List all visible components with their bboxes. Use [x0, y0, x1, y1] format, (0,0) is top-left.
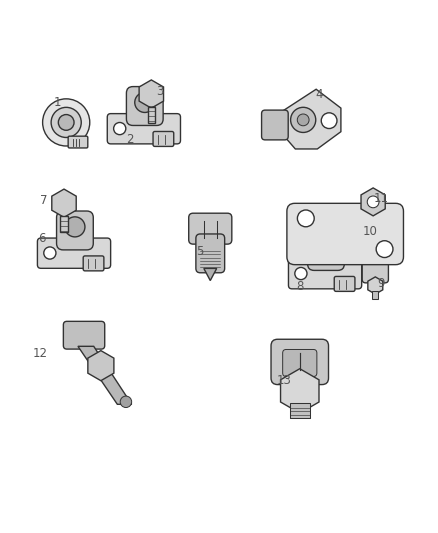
Text: 7: 7 [40, 193, 47, 207]
FancyBboxPatch shape [37, 238, 111, 268]
FancyBboxPatch shape [289, 259, 362, 289]
Text: 13: 13 [276, 374, 291, 387]
Text: 6: 6 [39, 232, 46, 245]
FancyBboxPatch shape [127, 86, 163, 125]
Text: 3: 3 [156, 85, 164, 99]
FancyBboxPatch shape [189, 213, 232, 244]
Circle shape [65, 217, 85, 237]
FancyBboxPatch shape [287, 203, 403, 265]
Polygon shape [52, 189, 76, 217]
Circle shape [120, 396, 132, 408]
FancyBboxPatch shape [64, 321, 105, 349]
Circle shape [367, 196, 379, 208]
Polygon shape [78, 346, 132, 405]
Circle shape [295, 268, 307, 280]
FancyBboxPatch shape [107, 114, 180, 144]
FancyBboxPatch shape [334, 277, 355, 292]
Bar [372, 291, 378, 300]
Text: 5: 5 [196, 245, 203, 258]
Polygon shape [204, 269, 217, 280]
Polygon shape [281, 369, 319, 413]
Circle shape [42, 99, 90, 146]
Polygon shape [368, 277, 383, 294]
Circle shape [376, 241, 393, 257]
FancyBboxPatch shape [283, 350, 317, 376]
Polygon shape [277, 89, 341, 149]
Polygon shape [139, 80, 163, 108]
Circle shape [316, 237, 336, 257]
Circle shape [297, 210, 314, 227]
FancyBboxPatch shape [68, 136, 88, 148]
FancyBboxPatch shape [153, 132, 174, 147]
Text: 9: 9 [377, 278, 384, 290]
Bar [290, 403, 310, 418]
FancyBboxPatch shape [271, 340, 328, 385]
Bar [148, 107, 155, 123]
Circle shape [113, 123, 126, 135]
FancyBboxPatch shape [362, 257, 389, 283]
FancyBboxPatch shape [57, 211, 93, 250]
Circle shape [135, 92, 155, 112]
Circle shape [58, 115, 74, 130]
Text: 4: 4 [316, 87, 323, 101]
FancyBboxPatch shape [83, 256, 104, 271]
FancyBboxPatch shape [261, 110, 288, 140]
Circle shape [321, 113, 337, 128]
Circle shape [44, 247, 56, 259]
Circle shape [297, 114, 309, 126]
Bar [60, 216, 67, 232]
Text: 10: 10 [362, 225, 377, 238]
Text: 11: 11 [374, 192, 389, 205]
FancyBboxPatch shape [196, 234, 225, 273]
Text: 8: 8 [296, 280, 304, 293]
Circle shape [290, 107, 316, 133]
Text: 12: 12 [32, 348, 47, 360]
Text: 2: 2 [126, 133, 133, 147]
Polygon shape [88, 351, 114, 381]
FancyBboxPatch shape [307, 231, 344, 270]
Circle shape [51, 107, 81, 138]
Polygon shape [361, 188, 385, 216]
Text: 1: 1 [54, 96, 61, 109]
